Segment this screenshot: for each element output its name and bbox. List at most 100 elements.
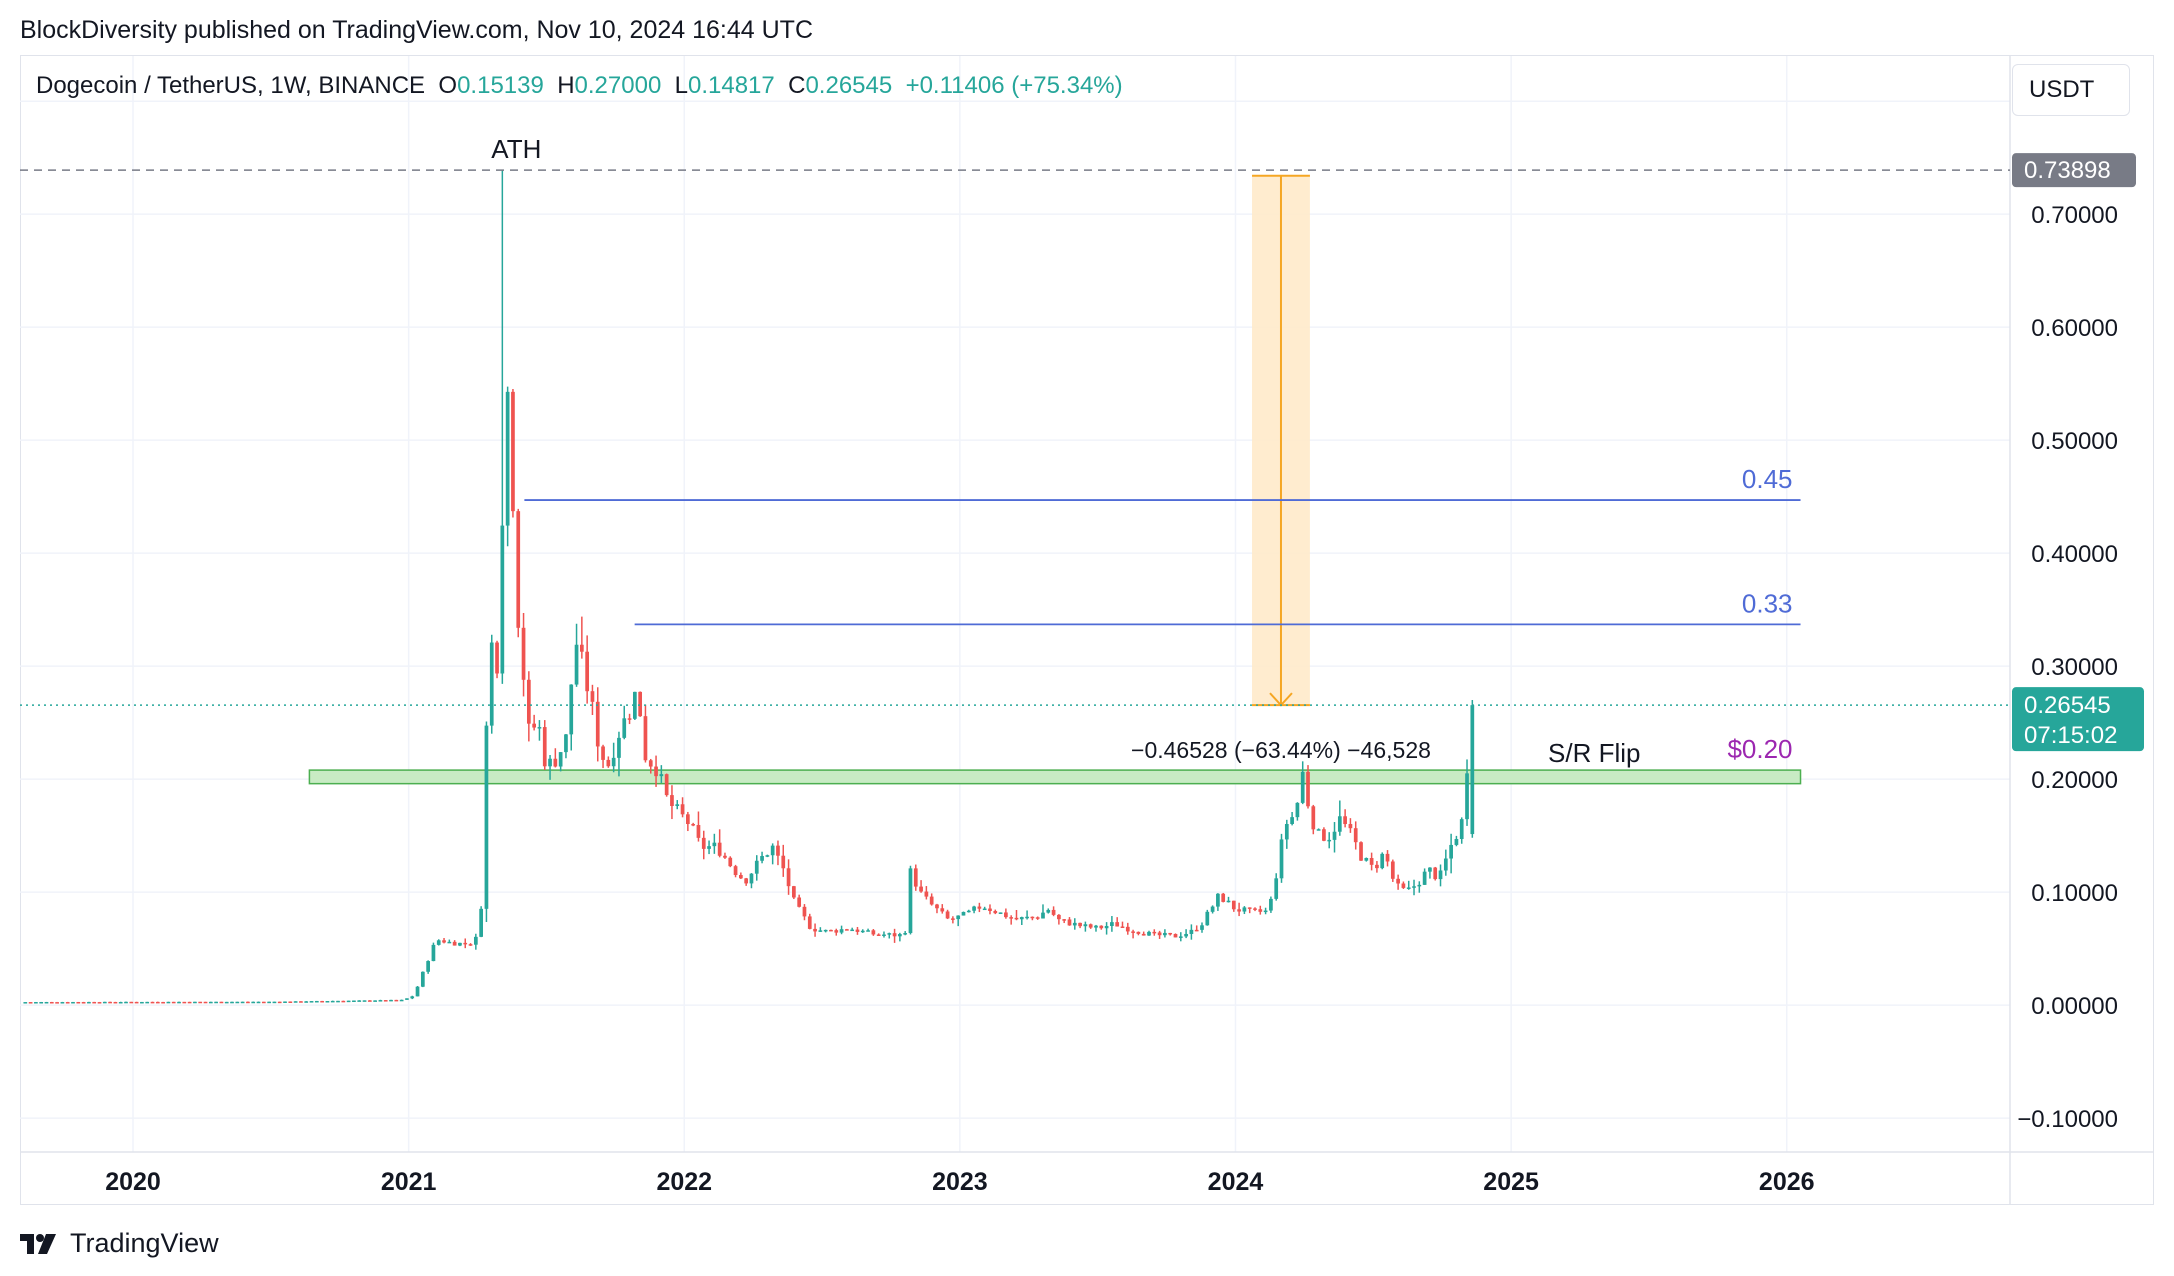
candle-body	[1147, 931, 1151, 936]
candle-body	[1173, 934, 1178, 938]
candle-body	[913, 868, 918, 887]
y-tick-label: 0.50000	[2031, 428, 2118, 455]
price-range-label: −0.46528 (−63.44%) −46,528	[1131, 737, 1431, 763]
candle-body	[1205, 911, 1210, 926]
candle-body	[272, 1001, 277, 1004]
candle-body	[940, 908, 945, 912]
candle-body	[1438, 870, 1443, 880]
candle-body	[781, 855, 786, 869]
y-tick-label: 0.70000	[2031, 202, 2118, 229]
candle-body	[293, 1001, 298, 1003]
candle-body	[823, 929, 828, 932]
candle-body	[140, 1001, 144, 1004]
legend-open: 0.15139	[457, 72, 544, 99]
candle-body	[1025, 916, 1029, 919]
candle-body	[680, 804, 685, 815]
candle-body	[171, 1001, 176, 1004]
candle-body	[749, 873, 754, 884]
candle-body	[1459, 819, 1464, 839]
candle-body	[919, 886, 923, 892]
x-tick-label: 2025	[1483, 1168, 1539, 1196]
candle-body	[648, 760, 653, 767]
candle-body	[643, 716, 648, 761]
candle-body	[511, 391, 515, 512]
candle-body	[1412, 886, 1416, 888]
candle-body	[1157, 932, 1162, 936]
candle-body	[1406, 887, 1411, 889]
candle-body	[1279, 839, 1284, 879]
candle-body	[246, 1001, 250, 1004]
candle-body	[102, 1001, 107, 1004]
candle-body	[558, 752, 563, 767]
candle-body	[993, 910, 998, 914]
candle-body	[1242, 907, 1247, 912]
legend-low: 0.14817	[688, 72, 775, 99]
currency-selector[interactable]: USDT	[2012, 64, 2130, 116]
candle-body	[1189, 929, 1194, 934]
footer-logo[interactable]: TradingView	[20, 1228, 219, 1259]
candle-body	[526, 679, 531, 724]
candle-body	[951, 918, 955, 920]
candle-body	[1311, 806, 1316, 830]
candle-body	[1088, 924, 1093, 928]
candle-body	[367, 1000, 372, 1002]
candle-body	[383, 1000, 388, 1002]
candle-body	[516, 511, 521, 628]
candle-body	[1295, 802, 1300, 818]
candle-body	[320, 1000, 324, 1003]
candle-body	[341, 1000, 346, 1003]
legend-open-label: O	[438, 72, 458, 99]
candle-body	[1422, 871, 1427, 885]
candle-body	[357, 1000, 362, 1002]
candle-body	[1019, 917, 1024, 920]
candle-body	[463, 942, 468, 945]
candle-body	[267, 1001, 271, 1004]
candle-body	[1078, 922, 1082, 927]
candle-body	[945, 911, 950, 919]
candle-body	[1465, 773, 1469, 820]
candle-body	[590, 691, 595, 702]
candle-body	[839, 929, 844, 933]
candle-body	[405, 998, 409, 1000]
candle-body	[929, 896, 934, 905]
candle-body	[309, 1001, 314, 1003]
candle-body	[468, 944, 473, 946]
candle-body	[352, 1000, 356, 1003]
candle-body	[1163, 932, 1167, 936]
candle-body	[235, 1001, 240, 1004]
candle-body	[224, 1001, 229, 1004]
candle-body	[505, 391, 510, 526]
candle-body	[739, 875, 743, 879]
candle-body	[145, 1001, 150, 1004]
candle-body	[1348, 824, 1353, 829]
candle-body	[473, 936, 478, 945]
candle-body	[34, 1002, 38, 1004]
candle-body	[1072, 922, 1077, 926]
candle-body	[1216, 893, 1220, 907]
current-price-badge	[2012, 687, 2144, 752]
y-tick-label: 0.30000	[2031, 654, 2118, 681]
candle-body	[664, 774, 669, 796]
candle-body	[1194, 929, 1199, 932]
candle-body	[399, 999, 404, 1002]
candle-body	[389, 999, 393, 1002]
candle-body	[1035, 917, 1040, 919]
candle-body	[1343, 816, 1347, 825]
candle-body	[802, 906, 807, 917]
candle-body	[1184, 933, 1188, 937]
candle-body	[458, 942, 462, 946]
candle-body	[1274, 878, 1279, 899]
candle-body	[484, 725, 489, 909]
candle-body	[299, 1001, 303, 1003]
candle-body	[1004, 912, 1008, 918]
candle-body	[638, 691, 643, 717]
candle-body	[617, 737, 621, 758]
candle-body	[1083, 924, 1088, 927]
candle-body	[415, 986, 420, 997]
candle-body	[876, 934, 881, 936]
candle-body	[124, 1001, 128, 1004]
candle-body	[452, 941, 457, 946]
x-tick-label: 2024	[1208, 1168, 1264, 1196]
candle-body	[118, 1001, 123, 1004]
